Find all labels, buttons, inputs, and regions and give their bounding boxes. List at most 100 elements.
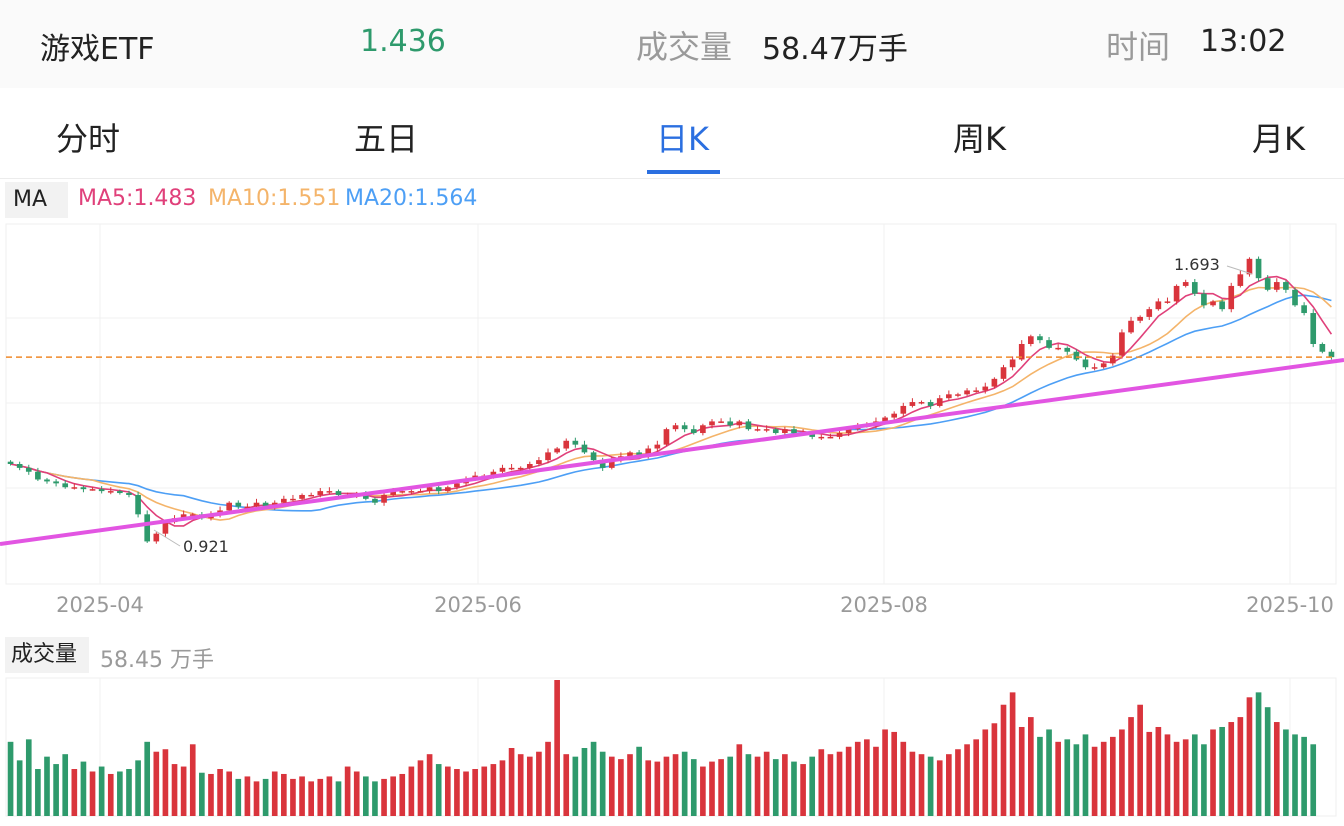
candle-body [290,498,296,501]
chart-grid [5,223,1337,817]
volume-bar [517,754,524,816]
candle-body [244,506,251,509]
candle-body [663,429,670,445]
volume-bar [153,751,160,816]
candle-body [727,421,734,426]
tab-weekly-k[interactable]: 周K [953,120,1006,158]
candle-body [1273,282,1280,290]
volume-bar [772,759,779,816]
volume-bar [891,731,898,816]
ma5-line [10,275,1333,527]
moving-average-lines [10,275,1333,527]
candle-body [1191,282,1198,294]
candle-body [690,429,697,434]
candle-body [417,491,424,493]
volume-bar [390,776,396,816]
volume-bar [435,764,442,816]
candle-body [235,502,242,507]
tab-daily-k[interactable]: 日K [656,120,709,158]
volume-bar [1037,736,1043,816]
tab-monthly-k[interactable]: 月K [1252,120,1305,158]
candle-body [80,487,87,490]
time-value: 13:02 [1200,24,1287,59]
volume-bar [1237,717,1244,816]
volume-bar [399,773,406,816]
volume-bar [189,744,196,816]
last-price: 1.436 [360,24,446,59]
volume-bar [217,769,223,816]
volume-bar [299,776,305,816]
candle-body [435,487,442,492]
volume-bar [490,764,497,816]
volume-bar [417,760,424,816]
volume-bar [290,778,296,816]
candle-body [508,467,515,470]
volume-bar [727,756,734,816]
candle-body [1100,363,1107,368]
candle-body [782,429,788,434]
volume-bar [144,741,151,816]
volume-bar [1201,744,1207,816]
volume-bar [663,756,670,816]
volume-bar [308,781,314,816]
volume-bars [7,680,1317,816]
candle-body [144,514,151,542]
volume-bar [53,764,59,816]
volume-bar [80,761,87,816]
candle-body [700,425,706,434]
volume-bar [1128,717,1134,816]
volume-bar [800,764,806,816]
volume-bar [363,776,369,816]
x-axis: 2025-04 2025-06 2025-08 2025-10 [56,593,1334,617]
candle-body [964,390,970,395]
volume-panel-frame [5,677,1337,817]
candle-body [426,487,433,492]
candle-body [1018,344,1025,360]
candle-body [1137,316,1143,321]
volume-bar [16,760,23,816]
volume-bar [408,766,415,816]
volume-bar [1246,697,1253,816]
candle-body [1255,258,1262,279]
tab-intraday[interactable]: 分时 [56,120,121,158]
candle-body [253,502,260,507]
candle-body [827,436,834,439]
candle-body [517,467,524,470]
volume-bar [763,751,770,816]
volume-bar [1109,736,1116,816]
candle-body [1128,320,1134,333]
candle-body [927,402,934,406]
chart-overlays [0,356,1344,546]
volume-bar [918,754,925,816]
volume-bar [1301,736,1307,816]
tab-five-day[interactable]: 五日 [354,120,419,158]
x-tick-label: 2025-08 [840,593,928,617]
volume-bar [117,771,123,816]
volume-bar [1173,741,1180,816]
volume-bar [281,773,287,816]
candle-body [372,498,378,503]
volume-bar [226,771,233,816]
ma-indicator-button[interactable]: MA [5,182,68,218]
volume-bar [1119,729,1125,816]
candle-body [526,464,533,468]
volume-bar [864,739,870,816]
candle-body [791,429,797,434]
candle-body [1082,359,1089,368]
volume-bar [1028,717,1034,816]
volume-bar [1000,704,1007,816]
candle-body [818,436,825,439]
volume-bar [636,746,642,816]
candle-body [363,494,369,499]
volume-bar [745,754,752,816]
volume-value: 58.47万手 [762,32,908,67]
volume-indicator-button[interactable]: 成交量 [5,637,89,673]
candle-body [1319,344,1326,352]
volume-bar [736,744,743,816]
candle-body [390,491,396,495]
volume-bar [444,766,451,816]
candle-body [16,464,23,468]
candle-body [672,425,679,430]
candle-body [444,487,451,492]
